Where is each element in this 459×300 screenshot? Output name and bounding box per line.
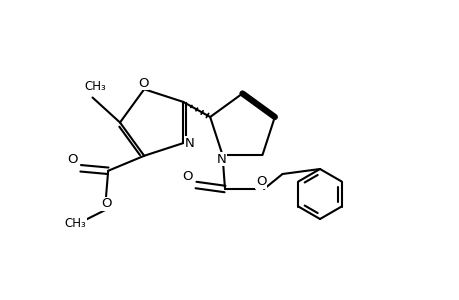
Text: methyl: methyl bbox=[90, 92, 95, 94]
Text: CH₃: CH₃ bbox=[65, 217, 86, 230]
Text: O: O bbox=[67, 153, 77, 166]
Text: N: N bbox=[184, 136, 194, 150]
Text: O: O bbox=[255, 175, 266, 188]
Text: O: O bbox=[181, 169, 192, 182]
Text: O: O bbox=[138, 77, 148, 90]
Text: N: N bbox=[216, 152, 226, 166]
Text: methyl: methyl bbox=[90, 85, 95, 86]
Text: O: O bbox=[101, 197, 111, 210]
Text: CH₃: CH₃ bbox=[84, 80, 106, 93]
Text: methyl: methyl bbox=[90, 88, 95, 89]
